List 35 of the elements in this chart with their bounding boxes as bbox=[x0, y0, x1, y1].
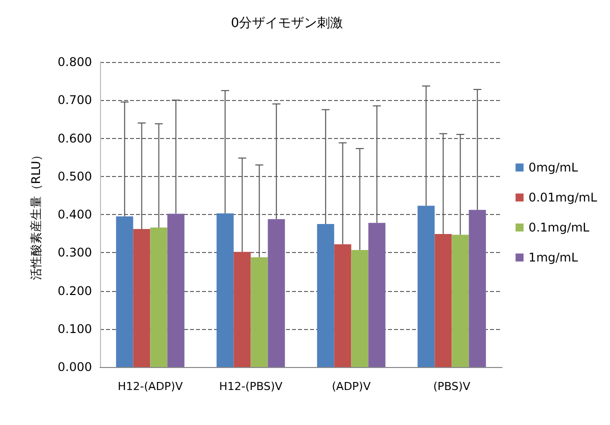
y-tick-label: 0.500 bbox=[58, 169, 92, 184]
x-tick-label: H12-(ADP)V bbox=[118, 380, 184, 393]
bar bbox=[434, 234, 452, 367]
bar bbox=[116, 216, 134, 367]
legend-label: 0.01mg/mL bbox=[528, 190, 598, 204]
bar bbox=[150, 227, 168, 367]
y-tick-label: 0.300 bbox=[58, 246, 92, 260]
y-tick-label: 0.600 bbox=[58, 131, 92, 146]
bar bbox=[268, 219, 285, 367]
x-tick-label: (PBS)V bbox=[433, 380, 471, 393]
bar bbox=[452, 234, 469, 367]
bar bbox=[418, 206, 435, 367]
bar bbox=[133, 228, 150, 367]
legend-label: 1mg/mL bbox=[528, 250, 578, 264]
y-tick-label: 0.700 bbox=[58, 93, 92, 108]
bar bbox=[167, 214, 184, 367]
y-tick-label: 0.200 bbox=[58, 284, 92, 298]
x-tick-label: H12-(PBS)V bbox=[219, 380, 283, 393]
bar bbox=[468, 210, 486, 367]
bar bbox=[334, 244, 352, 367]
legend-label: 0mg/mL bbox=[528, 160, 578, 174]
bar bbox=[368, 222, 386, 367]
bar bbox=[351, 250, 368, 367]
bar bbox=[317, 224, 334, 367]
y-axis-title: 活性酸素産生量（RLU） bbox=[29, 148, 43, 280]
chart-title: 0分ザイモザン刺激 bbox=[230, 16, 344, 31]
bar bbox=[250, 257, 268, 367]
bar bbox=[216, 213, 234, 367]
bar bbox=[234, 252, 251, 367]
legend-label: 0.1mg/mL bbox=[528, 220, 590, 234]
y-tick-label: 0.100 bbox=[58, 322, 92, 336]
x-tick-label: (ADP)V bbox=[332, 380, 372, 393]
y-tick-label: 0.000 bbox=[58, 360, 92, 374]
y-tick-label: 0.800 bbox=[58, 55, 92, 69]
y-tick-label: 0.400 bbox=[58, 208, 92, 222]
